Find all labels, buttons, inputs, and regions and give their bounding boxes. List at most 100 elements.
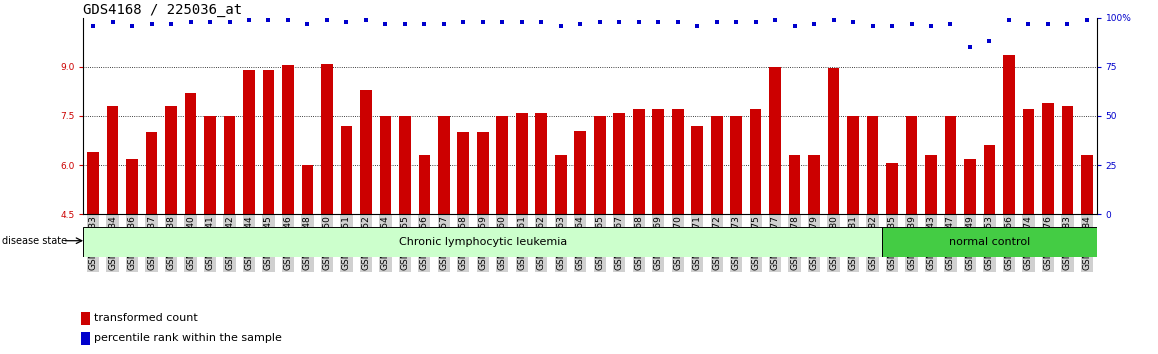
Point bbox=[863, 23, 881, 28]
Bar bbox=[965, 159, 976, 214]
Bar bbox=[477, 132, 489, 214]
Bar bbox=[1062, 106, 1073, 214]
Point bbox=[630, 19, 648, 24]
Bar bbox=[516, 113, 528, 214]
Bar bbox=[497, 116, 508, 214]
Bar bbox=[808, 155, 820, 214]
Bar bbox=[633, 109, 645, 214]
Point bbox=[708, 19, 726, 24]
Point bbox=[1058, 21, 1077, 27]
Bar bbox=[243, 70, 255, 214]
Point bbox=[1039, 21, 1057, 27]
Bar bbox=[711, 116, 723, 214]
Point bbox=[317, 17, 336, 23]
Point bbox=[765, 17, 784, 23]
Point bbox=[571, 21, 589, 27]
Point bbox=[415, 21, 433, 27]
Bar bbox=[204, 116, 215, 214]
Bar bbox=[594, 116, 606, 214]
Point bbox=[941, 21, 960, 27]
Point bbox=[844, 19, 863, 24]
Point bbox=[610, 19, 629, 24]
Text: Chronic lymphocytic leukemia: Chronic lymphocytic leukemia bbox=[398, 236, 567, 247]
Bar bbox=[126, 159, 138, 214]
Point bbox=[337, 19, 356, 24]
Point bbox=[376, 21, 395, 27]
Bar bbox=[263, 70, 274, 214]
Point bbox=[240, 17, 258, 23]
Bar bbox=[945, 116, 957, 214]
Point bbox=[532, 19, 550, 24]
Text: GDS4168 / 225036_at: GDS4168 / 225036_at bbox=[83, 3, 242, 17]
Bar bbox=[1003, 55, 1014, 214]
Point bbox=[805, 21, 823, 27]
Point bbox=[551, 23, 570, 28]
Bar bbox=[87, 152, 98, 214]
Point bbox=[357, 17, 375, 23]
Point bbox=[123, 23, 141, 28]
Point bbox=[162, 21, 181, 27]
Point bbox=[668, 19, 687, 24]
Bar bbox=[166, 106, 177, 214]
Bar bbox=[828, 68, 840, 214]
Bar bbox=[418, 155, 431, 214]
Point bbox=[299, 21, 317, 27]
Point bbox=[396, 21, 415, 27]
Bar bbox=[81, 332, 90, 345]
Point bbox=[747, 19, 765, 24]
Bar bbox=[555, 155, 566, 214]
Point bbox=[220, 19, 239, 24]
Bar bbox=[1082, 155, 1093, 214]
Bar bbox=[223, 116, 235, 214]
Point bbox=[83, 23, 102, 28]
Point bbox=[513, 19, 532, 24]
FancyBboxPatch shape bbox=[882, 227, 1097, 257]
Point bbox=[648, 19, 667, 24]
Bar bbox=[1042, 103, 1054, 214]
Point bbox=[824, 17, 843, 23]
Point bbox=[200, 19, 219, 24]
Point bbox=[961, 44, 980, 50]
Point bbox=[182, 19, 200, 24]
Bar bbox=[574, 131, 586, 214]
Bar bbox=[789, 155, 800, 214]
Point bbox=[882, 23, 901, 28]
Point bbox=[902, 21, 921, 27]
Point bbox=[1078, 17, 1097, 23]
Bar bbox=[848, 116, 859, 214]
Bar bbox=[672, 109, 683, 214]
Bar bbox=[614, 113, 625, 214]
Point bbox=[999, 17, 1018, 23]
Bar bbox=[535, 113, 547, 214]
Bar bbox=[769, 67, 780, 214]
Bar bbox=[457, 132, 469, 214]
Text: disease state: disease state bbox=[1, 236, 67, 246]
Point bbox=[434, 21, 453, 27]
FancyBboxPatch shape bbox=[83, 227, 882, 257]
Bar bbox=[107, 106, 118, 214]
Text: percentile rank within the sample: percentile rank within the sample bbox=[94, 333, 281, 343]
Bar bbox=[749, 109, 762, 214]
Bar bbox=[146, 132, 157, 214]
Bar bbox=[400, 116, 411, 214]
Bar bbox=[185, 93, 197, 214]
Bar bbox=[983, 145, 996, 214]
Bar bbox=[360, 90, 372, 214]
Bar bbox=[301, 165, 314, 214]
Bar bbox=[321, 64, 332, 214]
Bar bbox=[731, 116, 742, 214]
Bar bbox=[1023, 109, 1034, 214]
Point bbox=[688, 23, 706, 28]
Point bbox=[1019, 21, 1038, 27]
Bar bbox=[283, 65, 294, 214]
Point bbox=[980, 39, 998, 44]
Bar bbox=[866, 116, 879, 214]
Bar bbox=[340, 126, 352, 214]
Point bbox=[785, 23, 804, 28]
Bar bbox=[380, 116, 391, 214]
Point bbox=[474, 19, 492, 24]
Point bbox=[591, 19, 609, 24]
Point bbox=[493, 19, 512, 24]
Point bbox=[922, 23, 940, 28]
Point bbox=[454, 19, 472, 24]
